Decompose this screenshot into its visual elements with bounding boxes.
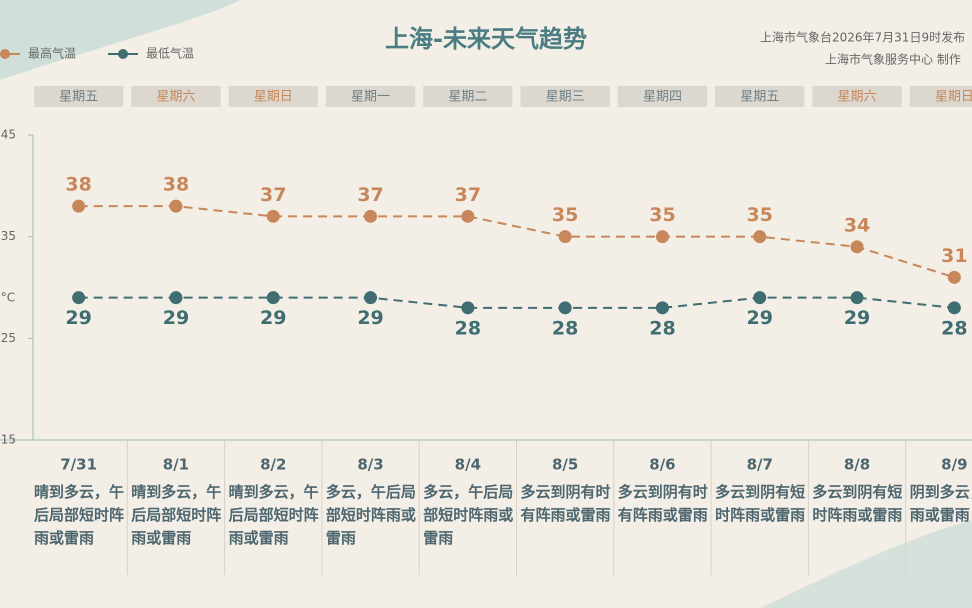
weather-desc: 多云，午后局部短时阵雨或雷雨 — [325, 483, 416, 547]
weekday-box — [131, 86, 221, 107]
point — [558, 230, 572, 244]
point — [72, 291, 86, 305]
legend-label: 最高气温 — [28, 46, 76, 61]
weather-desc: 多云到阴有时有阵雨或雷雨 — [617, 483, 708, 524]
x-tick-label: 7/31 — [60, 456, 97, 474]
weekday-box — [617, 86, 708, 107]
y-axis-label: °C — [1, 291, 15, 305]
point — [753, 230, 767, 244]
point — [72, 199, 86, 213]
weekday: 星期二 — [448, 90, 487, 105]
weekday: 星期五 — [740, 90, 779, 105]
weather-desc: 晴到多云，午后局部短时阵雨或雷雨 — [131, 483, 222, 547]
value-label: 37 — [455, 184, 481, 206]
y-tick-label: 15 — [1, 433, 16, 447]
value-label: 29 — [844, 307, 870, 329]
y-tick-label: 35 — [1, 229, 16, 243]
point — [947, 270, 961, 284]
point — [947, 301, 961, 315]
weekday: 星期四 — [643, 90, 682, 105]
point — [266, 291, 280, 305]
x-tick-label: 8/1 — [163, 456, 189, 474]
legend-marker — [118, 49, 128, 59]
point — [266, 209, 280, 223]
weekday-box — [325, 86, 416, 107]
value-label: 29 — [260, 307, 286, 329]
value-label: 29 — [357, 307, 383, 329]
weather-desc: 多云到阴有短时阵雨或雷雨 — [715, 483, 806, 524]
x-tick-label: 8/2 — [260, 456, 286, 474]
weekday: 星期五 — [59, 90, 98, 105]
decor — [760, 520, 972, 608]
value-label: 28 — [552, 317, 578, 339]
weekday-box — [34, 86, 124, 107]
value-label: 38 — [65, 174, 91, 196]
decor — [0, 0, 240, 80]
x-tick-label: 8/6 — [649, 456, 675, 474]
x-tick-label: 8/9 — [941, 456, 967, 474]
weekday-box — [812, 86, 902, 107]
legend-marker — [0, 49, 10, 59]
weekday: 星期日 — [254, 90, 293, 105]
weekday-box — [520, 86, 610, 107]
weather-desc: 晴到多云，午后局部短时阵雨或雷雨 — [228, 483, 319, 547]
value-label: 37 — [260, 184, 286, 206]
weather-desc: 晴到多云，午后局部短时阵雨或雷雨 — [34, 483, 125, 547]
weekday: 星期三 — [546, 90, 585, 105]
value-label: 35 — [552, 204, 578, 226]
x-tick-label: 8/7 — [747, 456, 773, 474]
weather-desc: 阴到多云，阵雨或雷雨 — [909, 483, 972, 524]
value-label: 31 — [941, 245, 967, 267]
source: 上海市气象服务中心 制作 — [825, 52, 961, 67]
point — [169, 291, 183, 305]
value-label: 29 — [65, 307, 91, 329]
weather-desc: 多云，午后局部短时阵雨或雷雨 — [423, 483, 514, 547]
point — [558, 301, 572, 315]
value-label: 28 — [455, 317, 481, 339]
legend-label: 最低气温 — [146, 46, 194, 61]
point — [850, 240, 864, 254]
value-label: 28 — [649, 317, 675, 339]
weekday-box — [909, 86, 972, 107]
series-line — [78, 205, 955, 279]
series-line — [78, 296, 955, 309]
value-label: 34 — [844, 214, 870, 236]
y-tick-label: 45 — [1, 128, 16, 142]
x-tick-label: 8/8 — [844, 456, 870, 474]
value-label: 29 — [163, 307, 189, 329]
point — [655, 230, 669, 244]
source: 上海市气象台2026年7月31日9时发布 — [760, 30, 965, 45]
value-label: 29 — [747, 307, 773, 329]
point — [364, 209, 378, 223]
value-label: 28 — [941, 317, 967, 339]
weekday: 星期六 — [838, 90, 877, 105]
x-tick-label: 8/5 — [552, 456, 578, 474]
weekday-box — [423, 86, 513, 107]
weather-desc: 多云到阴有短时阵雨或雷雨 — [812, 483, 903, 524]
weekday-box — [715, 86, 805, 107]
point — [850, 291, 864, 305]
value-label: 35 — [649, 204, 675, 226]
x-tick-label: 8/4 — [455, 456, 481, 474]
weekday: 星期六 — [156, 90, 195, 105]
point — [169, 199, 183, 213]
point — [461, 301, 475, 315]
weekday: 星期日 — [935, 90, 972, 105]
value-label: 37 — [357, 184, 383, 206]
weekday-box — [228, 86, 318, 107]
x-tick-label: 8/3 — [357, 456, 383, 474]
point — [753, 291, 767, 305]
weekday: 星期一 — [351, 90, 390, 105]
point — [655, 301, 669, 315]
y-tick-label: 25 — [1, 331, 16, 345]
value-label: 38 — [163, 174, 189, 196]
point — [364, 291, 378, 305]
chart-title: 上海-未来天气趋势 — [385, 25, 587, 53]
point — [461, 209, 475, 223]
value-label: 35 — [747, 204, 773, 226]
weather-desc: 多云到阴有时有阵雨或雷雨 — [520, 483, 611, 524]
